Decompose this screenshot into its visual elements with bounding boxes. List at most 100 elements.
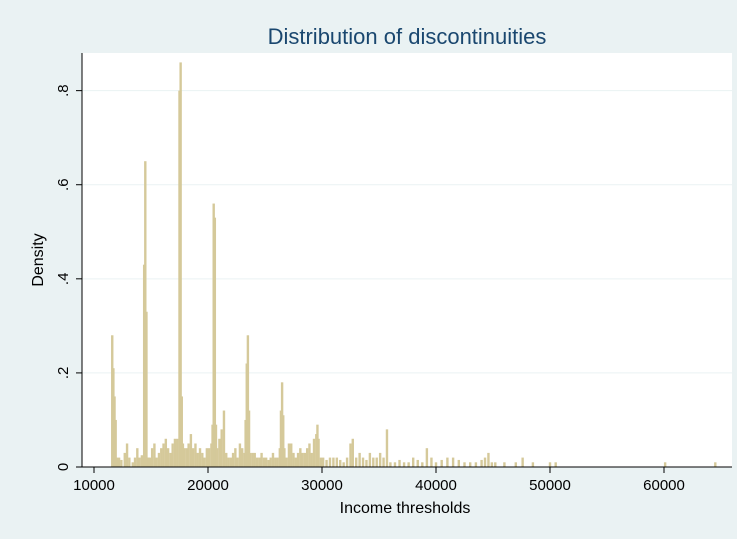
histogram-bar	[548, 462, 552, 467]
histogram-bar	[412, 457, 415, 467]
histogram-bar	[714, 462, 717, 467]
histogram-bar	[292, 452, 295, 467]
histogram-bar	[358, 452, 361, 467]
y-tick-label: .4	[55, 273, 72, 286]
histogram-bar	[229, 457, 232, 467]
histogram-bar	[402, 462, 406, 467]
histogram-bar	[389, 462, 392, 467]
histogram-bar	[317, 438, 320, 467]
histogram-bar	[290, 443, 293, 467]
histogram-bar	[407, 462, 410, 467]
histogram-bar	[145, 311, 148, 467]
histogram-bar	[169, 452, 172, 467]
histogram-bar	[246, 335, 250, 467]
x-tick-label: 50000	[529, 477, 571, 494]
histogram-bar	[215, 448, 219, 467]
histogram-bar	[131, 462, 134, 467]
histogram-bar	[531, 462, 535, 467]
histogram-bar	[267, 459, 270, 467]
x-tick-label: 60000	[643, 477, 685, 494]
histogram-bar	[138, 457, 141, 467]
histogram-bar	[301, 452, 304, 467]
histogram-bar	[238, 443, 242, 467]
histogram-bar	[201, 452, 204, 467]
y-tick-label: .2	[55, 367, 72, 380]
histogram-bar	[225, 452, 228, 467]
histogram-bar	[253, 452, 256, 467]
histogram-bar	[303, 452, 307, 467]
histogram-bar	[430, 457, 433, 467]
histogram-bar	[385, 429, 389, 467]
histogram-bar	[554, 462, 557, 467]
histogram-bar	[227, 457, 230, 467]
histogram-bar	[440, 459, 443, 467]
histogram-bar	[361, 457, 365, 467]
histogram-bar	[319, 457, 323, 467]
y-tick-label: 0	[55, 463, 72, 471]
histogram-bar	[140, 455, 144, 467]
histogram-bar	[264, 457, 268, 467]
histogram-bar	[372, 457, 375, 467]
histogram-bar	[247, 410, 251, 467]
histogram-bar	[339, 459, 342, 467]
histogram-bar	[345, 457, 349, 467]
histogram-bar	[282, 415, 285, 467]
histogram-bar	[274, 457, 277, 467]
histogram-bar	[114, 419, 117, 467]
chart-title: Distribution of discontinuities	[268, 24, 547, 49]
histogram-bar	[205, 448, 209, 467]
histogram-bar	[164, 438, 168, 467]
histogram-bar	[375, 457, 378, 467]
histogram-bar	[351, 438, 354, 467]
histogram-bar	[198, 448, 202, 467]
histogram-bar	[185, 448, 188, 467]
histogram-bar	[457, 459, 460, 467]
histogram-bar	[187, 443, 190, 467]
histogram-bar	[115, 457, 118, 467]
histogram-bar	[120, 459, 123, 467]
histogram-bar	[155, 457, 158, 467]
histogram-bar	[157, 452, 161, 467]
histogram-bar	[421, 462, 424, 467]
histogram-bar	[196, 452, 199, 467]
histogram-bar	[368, 452, 372, 467]
histogram-bar	[189, 434, 193, 467]
histogram-bar	[308, 443, 311, 467]
histogram-bar	[483, 457, 487, 467]
histogram-bar	[171, 443, 174, 467]
x-tick-label: 20000	[187, 477, 229, 494]
histogram-bar	[260, 452, 263, 467]
histogram-bar	[514, 462, 517, 467]
y-tick-label: .6	[55, 178, 72, 191]
y-tick-label: .8	[55, 84, 72, 97]
histogram-bar	[503, 462, 506, 467]
histogram-bar	[425, 448, 429, 467]
histogram-bar	[434, 462, 438, 467]
histogram-bar	[321, 457, 325, 467]
histogram-bar	[180, 396, 183, 467]
histogram-bar	[213, 217, 217, 467]
histogram-bar	[176, 438, 179, 467]
histogram-bar	[117, 457, 121, 467]
histogram-bar	[128, 457, 131, 467]
histogram-bar	[173, 438, 177, 467]
histogram-bar	[663, 462, 667, 467]
histogram-bar	[150, 448, 154, 467]
histogram-bar	[276, 457, 279, 467]
histogram-bar	[271, 452, 275, 467]
histogram-bar	[222, 410, 226, 467]
histogram-bar	[234, 448, 237, 467]
histogram-bar	[335, 457, 339, 467]
histogram-bar	[214, 424, 218, 467]
histogram-bar	[355, 457, 358, 467]
histogram-bar	[287, 443, 291, 467]
histogram-bar	[182, 448, 186, 467]
plot-area	[82, 53, 732, 467]
histogram-bar	[258, 457, 261, 467]
histogram-bar	[487, 452, 490, 467]
histogram-bar	[349, 443, 352, 467]
histogram-bar	[382, 457, 385, 467]
histogram-bar	[299, 448, 302, 467]
y-axis-title: Density	[30, 233, 47, 286]
histogram-bar	[255, 457, 259, 467]
